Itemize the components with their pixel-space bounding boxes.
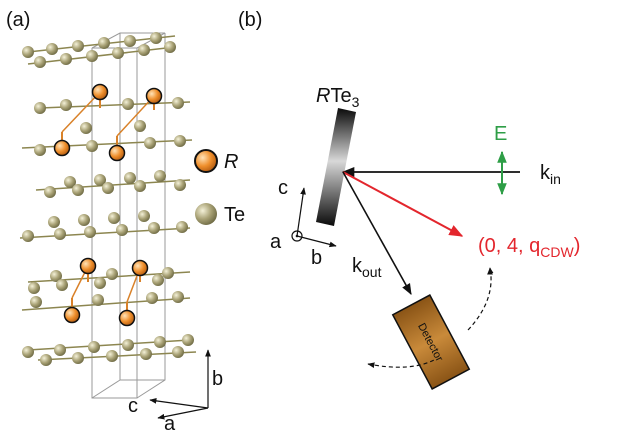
axis-a-a-label: a	[164, 413, 176, 432]
r-atom-legend-icon	[194, 149, 218, 173]
legend: R Te	[194, 149, 245, 226]
axes-b: c a b	[270, 177, 337, 269]
r-atom-legend-label: R	[224, 151, 238, 173]
axes-a: b c a	[128, 349, 223, 432]
te-atom-legend-icon	[195, 203, 217, 225]
axis-b-b-label: b	[311, 247, 322, 269]
crystal-structure	[19, 32, 197, 399]
te-atom-legend-label: Te	[224, 204, 245, 226]
detector-rotation-arc	[368, 267, 492, 367]
axis-a-c-label: c	[128, 395, 138, 417]
k-in-label: kin	[540, 162, 561, 187]
axis-b-a-label: a	[270, 231, 282, 253]
cdw-beam-arrow	[342, 171, 464, 237]
r-te-slab-1	[21, 83, 193, 162]
panel-b-label: (b)	[238, 9, 262, 31]
cdw-wavevector-label: (0, 4, qCDW)	[478, 235, 580, 260]
te-layer-2	[19, 170, 191, 242]
axis-b-c-label: c	[278, 177, 288, 199]
r-te-slab-2	[21, 257, 191, 327]
k-out-label: kout	[352, 255, 382, 280]
axis-a-b-label: b	[212, 368, 223, 390]
panel-a-label: (a)	[6, 9, 30, 31]
axis-out-of-plane-icon	[291, 230, 303, 242]
detector: Detector	[391, 294, 471, 390]
te-layer-3	[22, 334, 197, 366]
sample-slab	[316, 108, 356, 226]
outgoing-beam-arrow	[342, 171, 412, 295]
polarization-label: E	[494, 123, 507, 145]
te-layer-1	[22, 32, 176, 68]
sample-label: RTe3	[316, 85, 360, 110]
